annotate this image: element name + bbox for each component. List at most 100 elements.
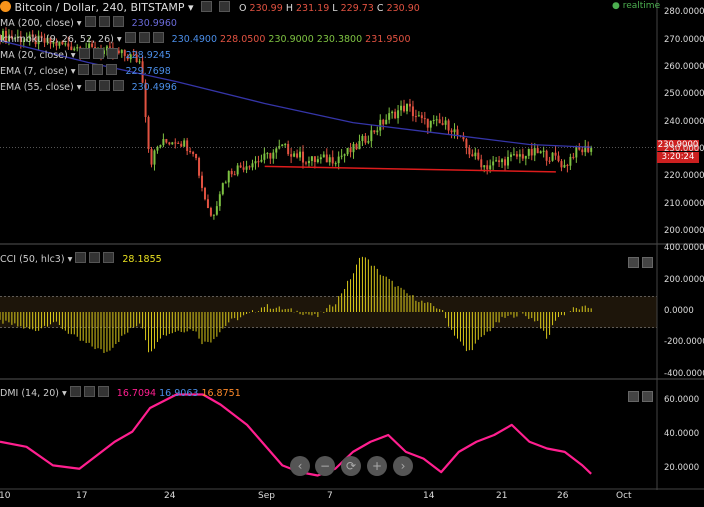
candle-body [120,50,123,54]
candle-body [242,167,245,170]
candle-body [385,119,388,125]
legend-ma20[interactable]: MA (20, close) ▾ 228.9245 [0,48,171,61]
candle-body [420,115,423,119]
close-icon[interactable] [103,252,115,263]
candle-body [212,214,215,216]
candle-body [569,156,572,166]
candle-body [0,35,1,41]
eye-icon[interactable] [78,48,90,59]
pane-maximize-icon[interactable] [628,257,639,268]
gear-icon[interactable] [138,32,150,43]
candle-body [492,161,495,166]
zoom-in-icon[interactable]: + [367,456,387,476]
candle-body [269,153,272,159]
pane-maximize-icon[interactable] [628,391,639,402]
gear-icon[interactable] [92,64,104,75]
close-icon[interactable] [97,386,109,397]
candle-body [405,103,408,112]
candle-body [551,152,554,161]
candle-body [215,206,218,215]
gear-icon[interactable] [92,48,104,59]
candle-body [248,166,251,168]
candle-body [462,135,465,140]
price-tick-label: 280.0000 [664,7,704,18]
legend-dmi[interactable]: DMI (14, 20) ▾ 16.7094 16.9063 16.8751 [0,386,241,399]
close-icon[interactable] [112,16,124,27]
candle-body [465,139,468,149]
candle-body [34,36,37,45]
candle-body [391,111,394,114]
candle-body [43,38,46,43]
candle-body [587,145,590,152]
candle-body [438,119,441,124]
candle-body [287,144,290,155]
candle-body [319,157,322,160]
candle-body [91,43,94,47]
candle-body [13,37,16,39]
support-line [0,147,657,173]
eye-icon[interactable] [124,32,136,43]
candle-body [346,147,349,155]
scroll-right-icon[interactable]: › [393,456,413,476]
candle-body [76,47,79,49]
eye-icon[interactable] [75,252,87,263]
candle-body [370,130,373,142]
dmi-tick-label: 20.0000 [664,462,700,473]
candle-body [153,150,156,165]
candle-body [331,157,334,164]
candle-body [394,111,397,119]
legend-cci[interactable]: CCI (50, hlc3) ▾ 28.1855 [0,252,162,265]
candle-body [539,151,542,154]
gear-icon[interactable] [83,386,95,397]
candle-body [432,120,435,122]
cci-tick-label: 200.0000 [664,274,704,285]
close-icon[interactable] [152,32,164,43]
last-price-label: 230.9000 [657,140,699,151]
close-icon[interactable] [218,1,230,12]
close-icon[interactable] [106,64,118,75]
legend-ma200[interactable]: MA (200, close) ▾ 230.9960 [0,16,177,29]
candle-body [400,105,403,111]
candle-body [281,144,284,147]
candle-body [218,194,221,207]
candle-body [364,135,367,143]
title-dropdown-icon[interactable]: ▾ [187,1,194,14]
candle-body [554,152,557,156]
scroll-left-icon[interactable]: ‹ [290,456,310,476]
candle-body [417,115,420,117]
pane-close-icon[interactable] [642,391,653,402]
candle-body [299,151,302,158]
gear-icon[interactable] [98,80,110,91]
candle-body [156,146,159,151]
candle-body [545,150,548,161]
candle-body [506,156,509,166]
candle-body [444,120,447,125]
legend-ema7[interactable]: EMA (7, close) ▾ 229.7698 [0,64,171,77]
cci-tick-label: -200.0000 [664,337,704,348]
symbol-title[interactable]: Bitcoin / Dollar, 240, BITSTAMP [14,1,185,14]
candle-body [257,161,260,163]
legend-ichimoku[interactable]: Ichimoku (9, 26, 52, 26) ▾ 230.4900 228.… [0,32,411,45]
eye-icon[interactable] [84,80,96,91]
eye-icon[interactable] [78,64,90,75]
candle-body [524,155,527,159]
candle-body [358,141,361,150]
gear-icon[interactable] [89,252,101,263]
gear-icon[interactable] [98,16,110,27]
pane-close-icon[interactable] [642,257,653,268]
zoom-out-icon[interactable]: − [315,456,335,476]
eye-icon[interactable] [84,16,96,27]
settings-icon[interactable] [201,1,213,12]
time-tick-label: 21 [496,491,508,501]
candle-body [403,105,406,112]
candle-body [495,160,498,162]
close-icon[interactable] [112,80,124,91]
eye-icon[interactable] [69,386,81,397]
candle-body [70,46,73,51]
legend-ema55[interactable]: EMA (55, close) ▾ 230.4996 [0,80,177,93]
candle-body [518,154,521,157]
reset-icon[interactable]: ⟳ [341,456,361,476]
candle-body [483,165,486,168]
close-icon[interactable] [106,48,118,59]
candle-body [307,160,310,164]
